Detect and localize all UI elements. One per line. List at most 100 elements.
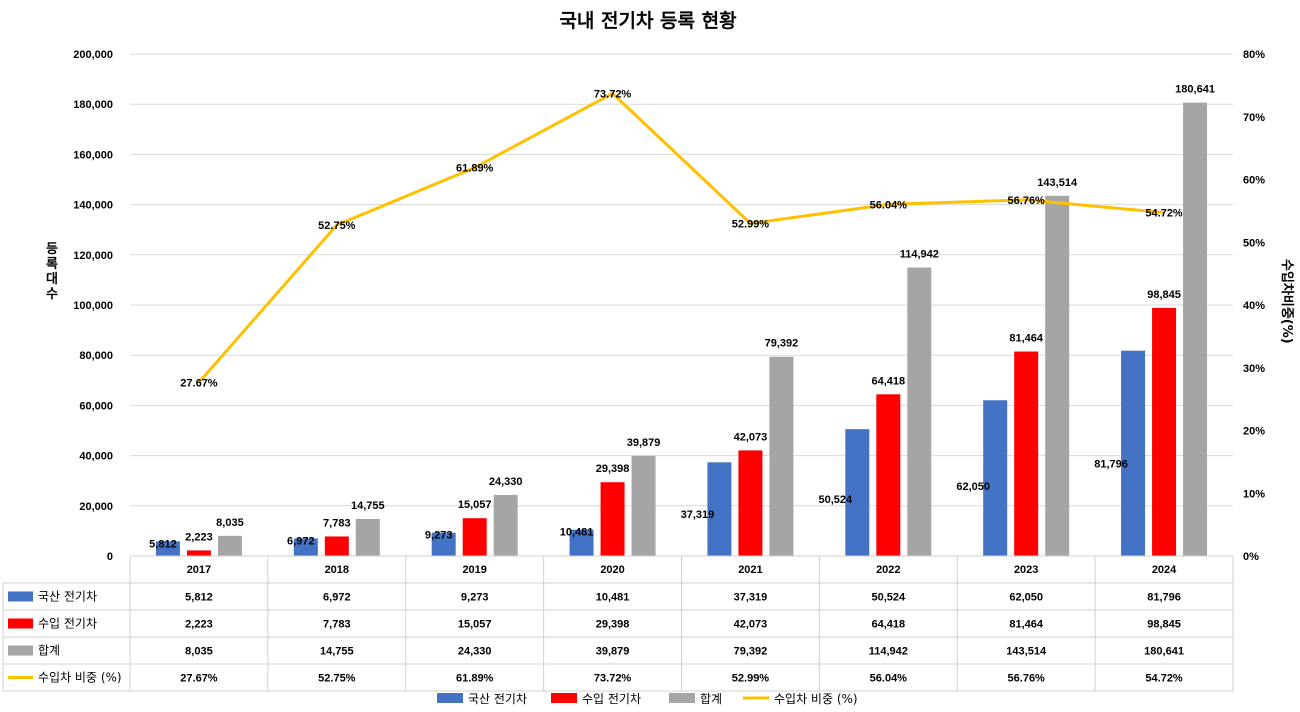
bar-imported <box>1014 351 1039 556</box>
bar-data-label: 15,057 <box>458 499 492 511</box>
bar-data-label: 7,783 <box>323 517 351 529</box>
table-cell: 9,273 <box>461 592 489 604</box>
bar-data-label: 81,796 <box>1094 459 1128 471</box>
line-data-label: 73.72% <box>594 88 632 100</box>
table-cell: 61.89% <box>456 673 494 685</box>
table-cell: 27.67% <box>180 673 218 685</box>
bar-total <box>769 356 794 556</box>
table-cell: 42,073 <box>734 619 768 631</box>
y2-tick-label: 0% <box>1243 551 1259 563</box>
line-data-label: 52.75% <box>318 220 356 232</box>
table-cell: 29,398 <box>596 619 630 631</box>
table-cell: 37,319 <box>734 592 768 604</box>
bar-data-label: 114,942 <box>900 248 939 260</box>
y2-tick-label: 20% <box>1243 426 1265 438</box>
legend-label: 수입 전기차 <box>582 692 641 706</box>
line-data-label: 54.72% <box>1145 208 1183 220</box>
legend-label: 합계 <box>700 692 722 706</box>
legend-swatch <box>669 693 695 703</box>
y-tick-label: 40,000 <box>79 451 113 463</box>
table-cell: 15,057 <box>458 619 492 631</box>
bars <box>155 102 1208 557</box>
table-legend-swatch <box>8 591 33 602</box>
bar-domestic <box>155 541 180 556</box>
table-cell: 62,050 <box>1009 592 1043 604</box>
table-row-label: 수입 전기차 <box>38 617 97 631</box>
y-axis-title-char: 대 <box>46 272 58 287</box>
bar-data-label: 2,223 <box>185 531 213 543</box>
bar-data-label: 6,972 <box>287 536 315 548</box>
y-axis-title-char: 등 <box>46 242 58 257</box>
y-tick-label: 60,000 <box>79 400 113 412</box>
table-cell: 8,035 <box>185 646 213 658</box>
table-cell: 6,972 <box>323 592 351 604</box>
table-cell: 98,845 <box>1147 619 1181 631</box>
bar-data-label: 180,641 <box>1175 84 1215 96</box>
bar-data-label: 10,481 <box>560 527 594 539</box>
category-label: 2022 <box>876 564 900 576</box>
bar-data-label: 5,812 <box>149 538 177 550</box>
table-cell: 79,392 <box>734 646 768 658</box>
bar-domestic <box>845 429 870 556</box>
y2-axis-title: 수입차비중(%) <box>1279 259 1295 344</box>
bar-total <box>631 455 656 556</box>
bar-data-label: 79,392 <box>765 338 799 350</box>
bar-domestic <box>569 529 594 556</box>
share-line-path <box>197 91 1165 384</box>
y2-tick-label: 80% <box>1243 49 1265 61</box>
bar-data-label: 24,330 <box>489 476 523 488</box>
table-cell: 7,783 <box>323 619 351 631</box>
y-tick-label: 120,000 <box>73 250 113 262</box>
y-tick-label: 200,000 <box>73 49 113 61</box>
y2-tick-label: 30% <box>1243 363 1265 375</box>
category-label: 2024 <box>1152 564 1177 576</box>
bar-imported <box>1152 307 1177 556</box>
y-axis-title-char: 수 <box>46 287 58 302</box>
bar-data-label: 37,319 <box>681 509 715 521</box>
bar-data-label: 143,514 <box>1037 177 1078 189</box>
bar-data-label: 42,073 <box>734 431 768 443</box>
bar-data-label: 29,398 <box>596 463 630 475</box>
bar-data-label: 81,464 <box>1009 333 1044 345</box>
table-cell: 56.76% <box>1008 673 1046 685</box>
bar-total <box>493 494 518 556</box>
y2-tick-label: 40% <box>1243 300 1265 312</box>
line-data-label: 56.04% <box>870 199 908 211</box>
table-cell: 143,514 <box>1006 646 1047 658</box>
line-data-label: 61.89% <box>456 163 494 175</box>
data-table: 2017 2018 2019 2020 2021 2022 2023 2024 국산 전기차 5,… <box>2 555 1234 692</box>
legend-swatch <box>551 693 577 703</box>
category-label: 2017 <box>187 564 211 576</box>
y2-tick-label: 70% <box>1243 112 1265 124</box>
bar-imported <box>462 518 487 556</box>
bar-domestic <box>431 532 456 556</box>
category-label: 2021 <box>738 564 762 576</box>
bar-imported <box>324 536 349 556</box>
table-row-label: 합계 <box>38 644 60 658</box>
table-cell: 114,942 <box>869 646 908 658</box>
table-cell: 64,418 <box>871 619 905 631</box>
line-data-label: 56.76% <box>1008 195 1046 207</box>
legend-label: 수입차 비중 (%) <box>774 692 858 706</box>
bar-data-label: 64,418 <box>871 375 905 387</box>
category-label: 2020 <box>600 564 624 576</box>
table-cell: 14,755 <box>320 646 354 658</box>
table-cell: 52.75% <box>318 673 356 685</box>
y-tick-label: 180,000 <box>73 99 113 111</box>
table-cell: 73.72% <box>594 673 632 685</box>
line-data-label: 27.67% <box>180 377 218 389</box>
table-legend-swatch <box>8 618 33 629</box>
legend-label: 국산 전기차 <box>468 692 527 706</box>
table-cell: 52.99% <box>732 673 770 685</box>
bar-domestic <box>707 462 732 556</box>
bar-data-label: 9,273 <box>425 530 453 542</box>
bar-imported <box>738 450 763 556</box>
gridlines <box>130 53 1233 557</box>
category-label: 2023 <box>1014 564 1038 576</box>
table-row-label: 수입차 비중 (%) <box>38 671 122 685</box>
y2-tick-label: 10% <box>1243 488 1265 500</box>
bar-imported <box>600 482 625 556</box>
category-label: 2019 <box>462 564 486 576</box>
bar-data-label: 39,879 <box>627 437 661 449</box>
